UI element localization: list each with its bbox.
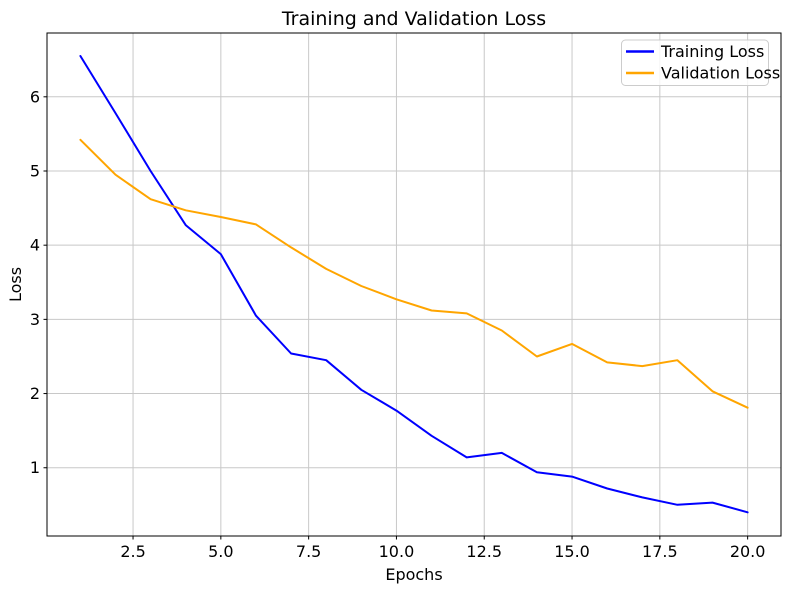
legend-box xyxy=(621,39,769,86)
y-tick-label: 3 xyxy=(30,310,40,329)
frame-layer xyxy=(46,32,782,537)
x-tick-label: 5.0 xyxy=(208,542,233,561)
y-tick-label: 6 xyxy=(30,87,40,106)
y-tick-label: 5 xyxy=(30,161,40,180)
tick-layer: 2.5 5.0 7.5 10.0 12.5 15.0 17.5 20.0 1 2 3 4 5 6 xyxy=(30,87,766,561)
legend-label-validation: Validation Loss xyxy=(661,64,780,83)
x-tick-label: 7.5 xyxy=(296,542,321,561)
plot-frame xyxy=(46,32,782,537)
x-tick-label: 10.0 xyxy=(379,542,415,561)
y-tick-label: 2 xyxy=(30,384,40,403)
y-axis-label: Loss xyxy=(6,267,25,302)
grid-layer xyxy=(47,33,781,536)
x-tick-label: 15.0 xyxy=(554,542,590,561)
y-tick-label: 1 xyxy=(30,458,40,477)
x-tick-label: 12.5 xyxy=(466,542,502,561)
chart-title: Training and Validation Loss xyxy=(281,8,546,30)
x-tick-label: 20.0 xyxy=(730,542,766,561)
legend-label-training: Training Loss xyxy=(660,42,764,61)
x-tick-label: 17.5 xyxy=(642,542,678,561)
training-loss-line xyxy=(79,55,749,514)
legend: Training Loss Validation Loss xyxy=(621,39,780,86)
validation-loss-line xyxy=(79,138,749,409)
y-tick-label: 4 xyxy=(30,236,40,255)
x-axis-label: Epochs xyxy=(385,565,442,584)
x-tick-label: 2.5 xyxy=(120,542,145,561)
series-layer xyxy=(79,55,749,514)
